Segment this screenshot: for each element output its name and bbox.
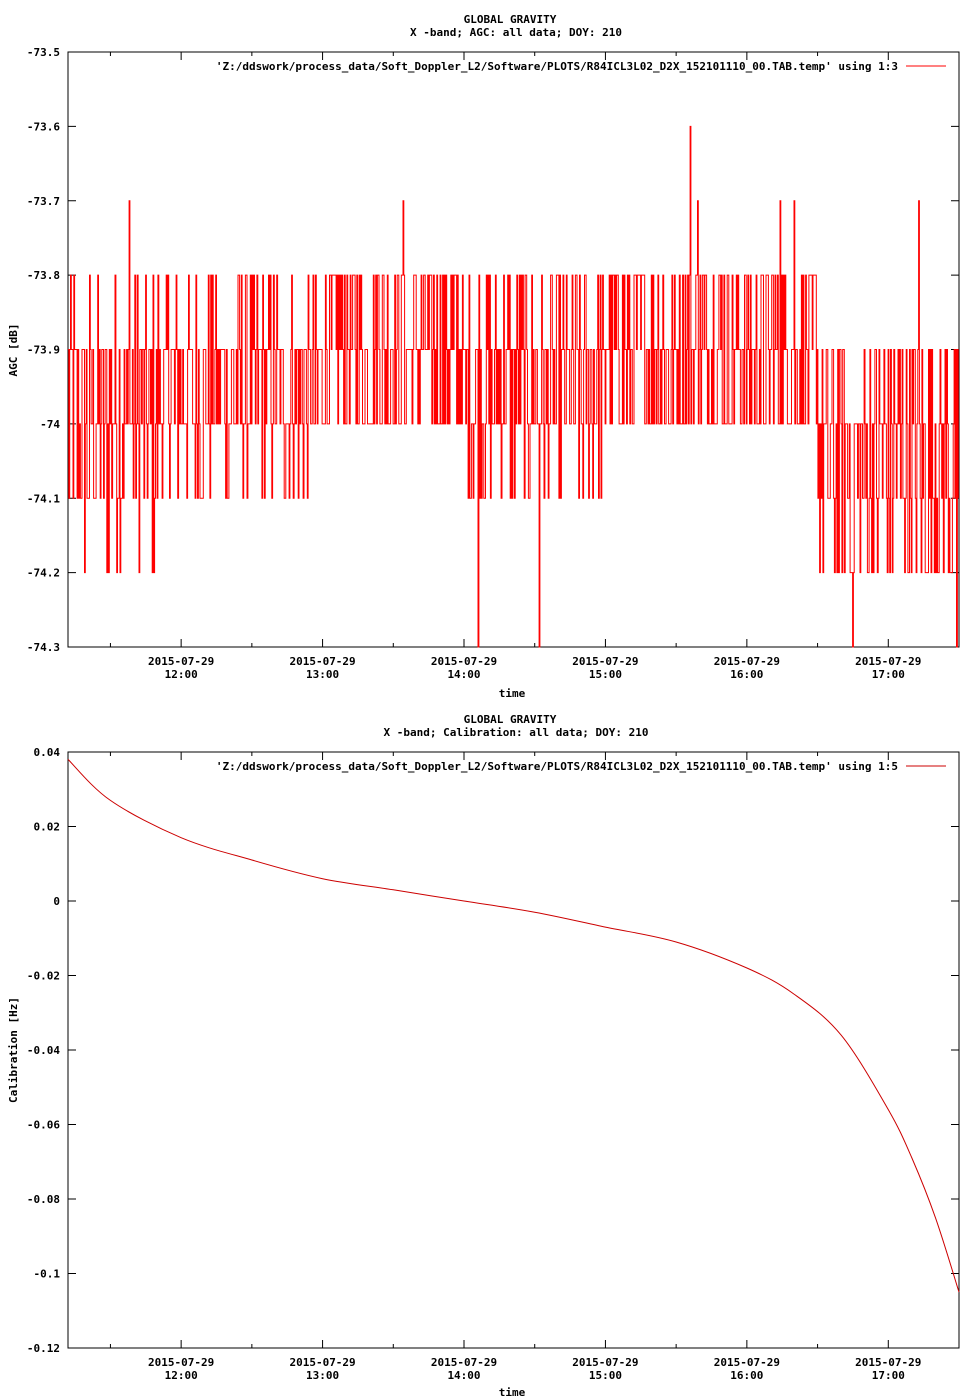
calibration-chart-title: GLOBAL GRAVITY bbox=[464, 713, 557, 726]
y-tick-label: -74.1 bbox=[27, 492, 60, 505]
agc-y-axis-label: AGC [dB] bbox=[7, 324, 20, 377]
x-tick-date-label: 2015-07-29 bbox=[289, 1356, 355, 1369]
y-tick-label: -73.8 bbox=[27, 269, 60, 282]
y-tick-label: -74.3 bbox=[27, 641, 60, 654]
agc-x-axis: 2015-07-2912:002015-07-2913:002015-07-29… bbox=[109, 52, 921, 681]
y-tick-label: -0.12 bbox=[27, 1342, 60, 1355]
x-tick-time-label: 16:00 bbox=[730, 1369, 763, 1382]
y-tick-label: 0.04 bbox=[34, 746, 61, 759]
y-tick-label: -73.9 bbox=[27, 344, 60, 357]
agc-chart: GLOBAL GRAVITY X -band; AGC: all data; D… bbox=[7, 13, 960, 700]
x-tick-date-label: 2015-07-29 bbox=[714, 655, 780, 668]
calibration-y-axis-label: Calibration [Hz] bbox=[7, 997, 20, 1103]
y-tick-label: -73.7 bbox=[27, 195, 60, 208]
x-tick-date-label: 2015-07-29 bbox=[148, 1356, 214, 1369]
agc-chart-title: GLOBAL GRAVITY bbox=[464, 13, 557, 26]
x-tick-time-label: 16:00 bbox=[730, 668, 763, 681]
y-tick-label: -0.02 bbox=[27, 970, 60, 983]
y-tick-label: -74.2 bbox=[27, 567, 60, 580]
agc-y-axis: -73.5 -73.6 -73.7 -73.8 -73.9 -74 -74.1 -74.2 -7… bbox=[27, 46, 959, 654]
y-tick-label: 0 bbox=[53, 895, 60, 908]
y-tick-label: 0.02 bbox=[34, 821, 61, 834]
x-tick-time-label: 14:00 bbox=[447, 1369, 480, 1382]
x-tick-time-label: 12:00 bbox=[165, 1369, 198, 1382]
agc-x-axis-label: time bbox=[499, 687, 526, 700]
x-tick-time-label: 13:00 bbox=[306, 1369, 339, 1382]
x-tick-time-label: 12:00 bbox=[165, 668, 198, 681]
y-tick-label: -74 bbox=[40, 418, 60, 431]
agc-legend-label: 'Z:/ddswork/process_data/Soft_Doppler_L2… bbox=[216, 60, 898, 73]
x-tick-date-label: 2015-07-29 bbox=[572, 655, 638, 668]
y-tick-label: -0.08 bbox=[27, 1193, 60, 1206]
x-tick-time-label: 15:00 bbox=[589, 1369, 622, 1382]
x-tick-time-label: 15:00 bbox=[589, 668, 622, 681]
calibration-x-axis: 2015-07-2912:002015-07-2913:002015-07-29… bbox=[109, 752, 921, 1382]
x-tick-date-label: 2015-07-29 bbox=[572, 1356, 638, 1369]
y-tick-label: -0.1 bbox=[34, 1268, 61, 1281]
x-tick-date-label: 2015-07-29 bbox=[289, 655, 355, 668]
calibration-x-axis-label: time bbox=[499, 1386, 526, 1399]
calibration-y-axis: 0.04 0.02 0 -0.02 -0.04 -0.06 -0.08 -0.1 -0.12 bbox=[27, 746, 959, 1355]
x-tick-date-label: 2015-07-29 bbox=[148, 655, 214, 668]
calibration-legend-label: 'Z:/ddswork/process_data/Soft_Doppler_L2… bbox=[216, 760, 898, 773]
agc-chart-subtitle: X -band; AGC: all data; DOY: 210 bbox=[410, 26, 622, 39]
x-tick-date-label: 2015-07-29 bbox=[855, 1356, 921, 1369]
x-tick-date-label: 2015-07-29 bbox=[855, 655, 921, 668]
x-tick-date-label: 2015-07-29 bbox=[431, 655, 497, 668]
x-tick-time-label: 17:00 bbox=[872, 668, 905, 681]
calibration-series-line bbox=[67, 759, 960, 1293]
x-tick-time-label: 17:00 bbox=[872, 1369, 905, 1382]
agc-series-line bbox=[68, 125, 959, 648]
y-tick-label: -0.04 bbox=[27, 1044, 60, 1057]
y-tick-label: -0.06 bbox=[27, 1119, 60, 1132]
x-tick-date-label: 2015-07-29 bbox=[714, 1356, 780, 1369]
x-tick-date-label: 2015-07-29 bbox=[431, 1356, 497, 1369]
calibration-chart: GLOBAL GRAVITY X -band; Calibration: all… bbox=[7, 713, 960, 1399]
calibration-chart-subtitle: X -band; Calibration: all data; DOY: 210 bbox=[384, 726, 649, 739]
y-tick-label: -73.6 bbox=[27, 120, 60, 133]
calibration-plot-frame bbox=[67, 751, 960, 1349]
x-tick-time-label: 13:00 bbox=[306, 668, 339, 681]
y-tick-label: -73.5 bbox=[27, 46, 60, 59]
x-tick-time-label: 14:00 bbox=[447, 668, 480, 681]
